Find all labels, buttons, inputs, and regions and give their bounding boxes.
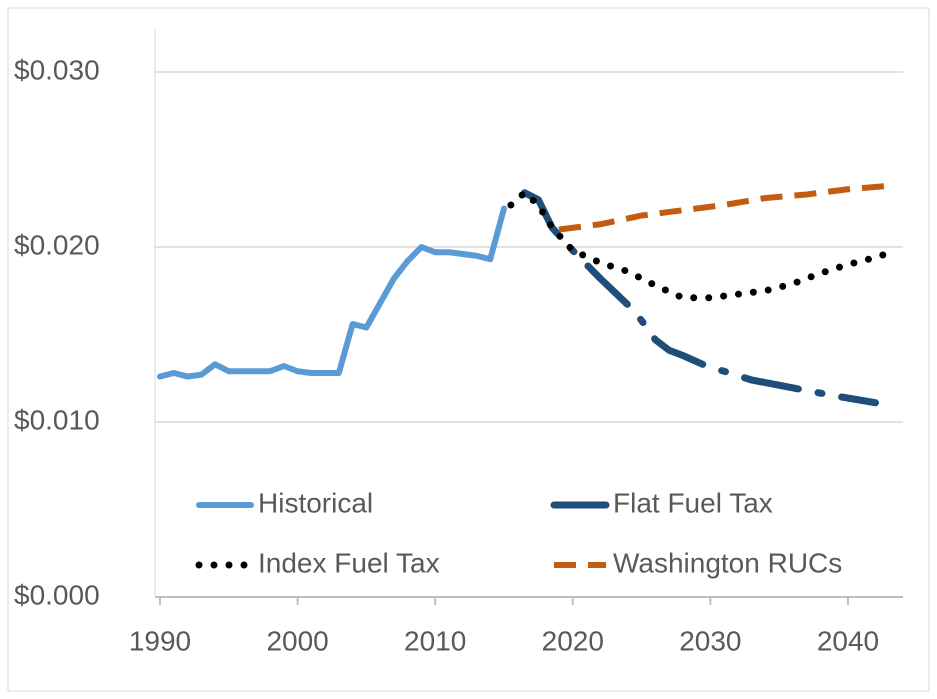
legend-label: Index Fuel Tax: [258, 547, 440, 578]
y-tick-label: $0.010: [14, 404, 100, 435]
series-line: [157, 205, 507, 380]
x-tick-label: 2030: [679, 625, 741, 656]
x-tick-label: 2010: [404, 625, 466, 656]
legend-label: Historical: [258, 487, 373, 518]
x-tick-label: 1990: [129, 625, 191, 656]
y-tick-label: $0.030: [14, 54, 100, 85]
x-tick-label: 2020: [542, 625, 604, 656]
x-tick-label: 2040: [817, 625, 879, 656]
series-line: [521, 189, 879, 407]
chart-border: [7, 7, 930, 692]
legend-label: Flat Fuel Tax: [613, 487, 773, 518]
y-tick-label: $0.000: [14, 579, 100, 610]
series-line: [558, 182, 890, 233]
x-tick-label: 2000: [266, 625, 328, 656]
y-tick-label: $0.020: [14, 229, 100, 260]
legend-label: Washington RUCs: [613, 547, 842, 578]
